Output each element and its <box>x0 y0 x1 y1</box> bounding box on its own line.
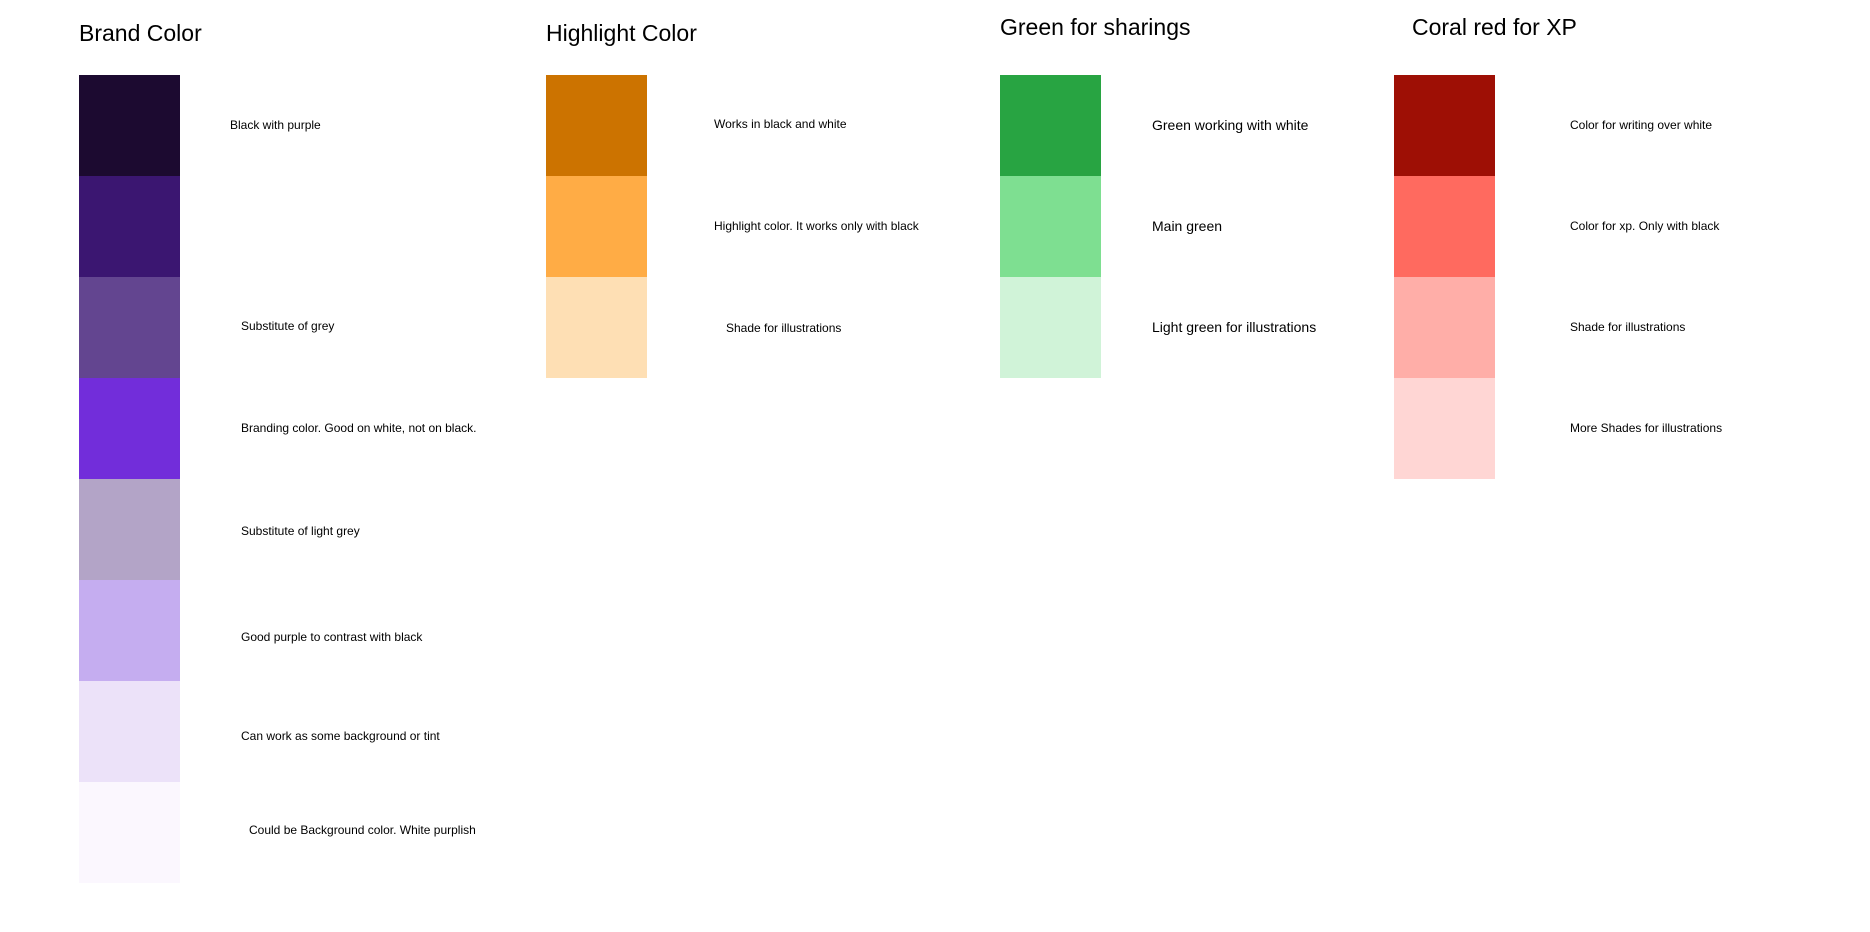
brand-swatch-2 <box>79 176 180 277</box>
brand-swatch-3 <box>79 277 180 378</box>
green-swatch-1 <box>1000 75 1101 176</box>
brand-swatch-5 <box>79 479 180 580</box>
brand-color-title: Brand Color <box>79 20 202 46</box>
brand-label-8: Could be Background color. White purplis… <box>249 823 476 837</box>
brand-swatch-7 <box>79 681 180 782</box>
brand-label-5: Substitute of light grey <box>241 524 360 538</box>
highlight-swatch-1 <box>546 75 647 176</box>
green-label-3: Light green for illustrations <box>1152 319 1317 335</box>
brand-swatch-1 <box>79 75 180 176</box>
highlight-label-2: Highlight color. It works only with blac… <box>714 219 919 233</box>
coral-label-4: More Shades for illustrations <box>1570 421 1723 435</box>
coral-xp-title: Coral red for XP <box>1412 14 1577 40</box>
green-swatch-2 <box>1000 176 1101 277</box>
coral-label-1: Color for writing over white <box>1570 118 1713 132</box>
brand-swatch-8 <box>79 782 180 883</box>
coral-label-2: Color for xp. Only with black <box>1570 219 1720 233</box>
highlight-swatch-3 <box>546 277 647 378</box>
brand-label-3: Substitute of grey <box>241 319 335 333</box>
brand-label-7: Can work as some background or tint <box>241 729 440 743</box>
green-label-1: Green working with white <box>1152 117 1309 133</box>
coral-swatch-1 <box>1394 75 1495 176</box>
highlight-swatch-2 <box>546 176 647 277</box>
brand-label-1: Black with purple <box>230 118 321 132</box>
highlight-label-1: Works in black and white <box>714 117 847 131</box>
brand-label-4: Branding color. Good on white, not on bl… <box>241 421 477 435</box>
coral-swatch-3 <box>1394 277 1495 378</box>
green-sharings-title: Green for sharings <box>1000 14 1191 40</box>
brand-swatch-6 <box>79 580 180 681</box>
coral-swatch-4 <box>1394 378 1495 479</box>
coral-swatch-2 <box>1394 176 1495 277</box>
brand-swatch-4 <box>79 378 180 479</box>
coral-label-3: Shade for illustrations <box>1570 320 1686 334</box>
green-label-2: Main green <box>1152 218 1223 234</box>
highlight-color-title: Highlight Color <box>546 20 697 46</box>
green-swatch-3 <box>1000 277 1101 378</box>
highlight-label-3: Shade for illustrations <box>726 321 842 335</box>
brand-label-6: Good purple to contrast with black <box>241 630 423 644</box>
